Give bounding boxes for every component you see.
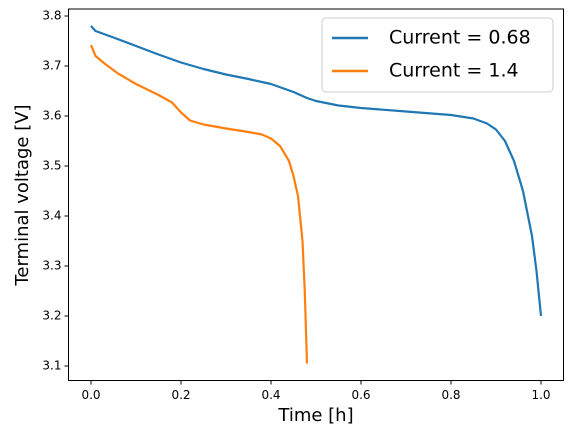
y-tick-label: 3.1: [42, 359, 61, 373]
x-tick-label: 0.6: [351, 388, 370, 402]
legend-label: Current = 0.68: [389, 27, 531, 49]
y-tick-label: 3.8: [42, 9, 61, 23]
y-axis-label: Terminal voltage [V]: [12, 104, 33, 286]
x-tick-label: 0.2: [171, 388, 190, 402]
y-tick-label: 3.3: [42, 259, 61, 273]
x-tick-label: 0.8: [441, 388, 460, 402]
legend-label: Current = 1.4: [389, 60, 519, 82]
y-tick-label: 3.5: [42, 159, 61, 173]
x-tick-label: 0.0: [81, 388, 100, 402]
series-line: [90, 25, 543, 317]
y-tick-label: 3.7: [42, 59, 61, 73]
axes-frame: [68, 8, 564, 381]
y-tick-label: 3.4: [42, 209, 61, 223]
y-tick-label: 3.2: [42, 309, 61, 323]
series-line: [89, 44, 309, 364]
x-tick-label: 0.4: [261, 388, 280, 402]
legend-box: [321, 17, 554, 93]
y-tick-label: 3.6: [42, 109, 61, 123]
x-axis-label: Time [h]: [277, 405, 353, 426]
x-tick-label: 1.0: [531, 388, 550, 402]
